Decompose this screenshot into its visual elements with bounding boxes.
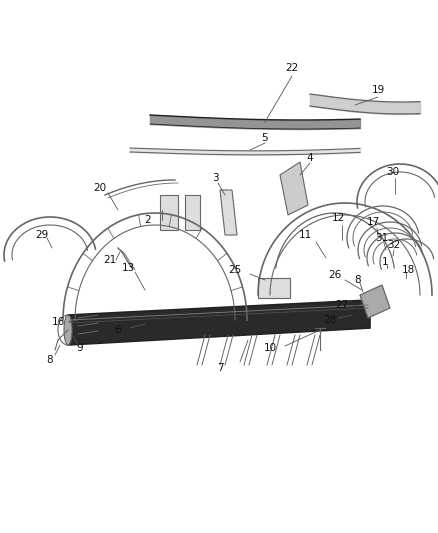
Text: 8: 8 [47,355,53,365]
Text: 5: 5 [261,133,268,143]
Text: 16: 16 [51,317,65,327]
Polygon shape [160,195,178,230]
Text: 28: 28 [323,315,337,325]
Polygon shape [280,162,308,215]
Polygon shape [258,278,290,298]
Ellipse shape [64,315,72,345]
Text: 20: 20 [93,183,106,193]
Text: 1: 1 [381,257,389,267]
Polygon shape [360,285,390,318]
Text: 26: 26 [328,270,342,280]
Text: 27: 27 [336,300,349,310]
Text: 31: 31 [375,233,389,243]
Text: 21: 21 [103,255,117,265]
Polygon shape [185,195,200,230]
Text: 10: 10 [263,343,276,353]
Text: 17: 17 [366,217,380,227]
Polygon shape [220,190,237,235]
Text: 8: 8 [355,275,361,285]
Text: 22: 22 [286,63,299,73]
Text: 7: 7 [217,363,223,373]
Text: 29: 29 [35,230,49,240]
Text: 12: 12 [332,213,345,223]
Text: 19: 19 [371,85,385,95]
Text: 18: 18 [401,265,415,275]
Text: 9: 9 [77,343,83,353]
Text: 25: 25 [228,265,242,275]
Text: 32: 32 [387,240,401,250]
Polygon shape [68,300,370,345]
Text: 2: 2 [145,215,151,225]
Text: 6: 6 [115,325,121,335]
Text: 30: 30 [386,167,399,177]
Text: 13: 13 [121,263,134,273]
Text: 3: 3 [212,173,218,183]
Text: 4: 4 [307,153,313,163]
Text: 11: 11 [298,230,311,240]
